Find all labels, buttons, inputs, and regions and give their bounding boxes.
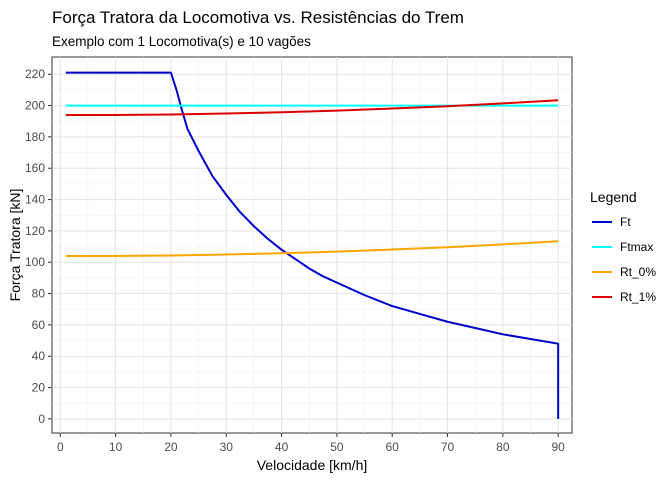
y-tick-label: 220	[25, 67, 45, 81]
series-line-rt-0-	[65, 240, 559, 257]
x-tick-label: 20	[164, 440, 178, 454]
y-tick-label: 160	[25, 161, 45, 175]
x-axis-label: Velocidade [km/h]	[257, 457, 368, 473]
y-tick-label: 80	[32, 287, 46, 301]
y-tick-label: 120	[25, 224, 45, 238]
chart-subtitle: Exemplo com 1 Locomotiva(s) e 10 vagões	[52, 34, 311, 49]
legend-label: Ft	[620, 215, 631, 229]
grid-minor	[52, 57, 572, 433]
y-tick-label: 60	[32, 318, 46, 332]
y-axis: 0 20 40 60 80 100 120 140 160 180 200 220	[25, 67, 52, 426]
x-tick-label: 90	[551, 440, 565, 454]
legend: Legend Ft Ftmax Rt_0% Rt_1%	[590, 189, 656, 304]
x-tick-label: 80	[496, 440, 510, 454]
y-tick-label: 40	[32, 349, 46, 363]
y-tick-label: 0	[38, 412, 45, 426]
legend-label: Ftmax	[620, 240, 653, 254]
x-tick-label: 40	[275, 440, 289, 454]
plot-area	[51, 56, 573, 434]
series-line-rt-1-	[65, 99, 559, 116]
x-tick-label: 60	[386, 440, 400, 454]
x-tick-label: 30	[220, 440, 234, 454]
x-tick-label: 10	[109, 440, 123, 454]
x-axis: 0 10 20 30 40 50 60 70 80 90	[57, 433, 565, 454]
x-tick-label: 50	[330, 440, 344, 454]
legend-label: Rt_1%	[620, 290, 656, 304]
x-tick-label: 0	[57, 440, 64, 454]
y-tick-label: 180	[25, 130, 45, 144]
y-tick-label: 200	[25, 99, 45, 113]
x-tick-label: 70	[441, 440, 455, 454]
series-line-ft	[65, 71, 560, 419]
legend-title: Legend	[590, 189, 637, 205]
series-layer	[65, 71, 560, 419]
chart-title: Força Tratora da Locomotiva vs. Resistên…	[52, 8, 464, 27]
y-tick-label: 140	[25, 193, 45, 207]
grid-major	[52, 57, 572, 433]
y-tick-label: 20	[32, 381, 46, 395]
y-axis-label: Força Tratora [kN]	[7, 189, 23, 302]
legend-label: Rt_0%	[620, 265, 656, 279]
y-tick-label: 100	[25, 255, 45, 269]
